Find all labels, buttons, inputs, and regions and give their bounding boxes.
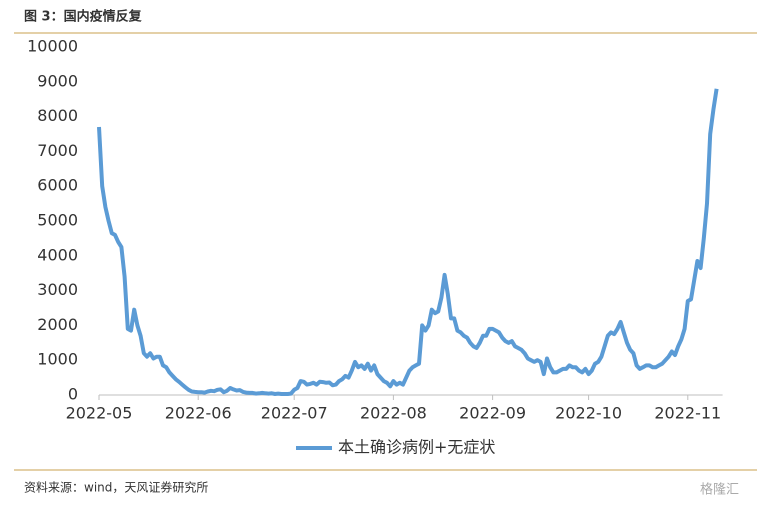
y-tick-label: 2000 xyxy=(37,315,78,334)
x-tick-label: 2022-08 xyxy=(360,404,427,423)
source: 资料来源：wind，天风证券研究所 xyxy=(24,480,208,495)
watermark: 格隆汇 xyxy=(700,482,739,498)
line-series xyxy=(97,88,719,396)
x-tick-label: 2022-11 xyxy=(654,404,721,423)
y-tick-label: 3000 xyxy=(37,280,78,299)
y-tick-label: 4000 xyxy=(37,245,78,264)
y-tick-label: 10000 xyxy=(27,37,78,56)
x-tick-label: 2022-09 xyxy=(459,404,526,423)
y-tick-label: 5000 xyxy=(37,211,78,230)
y-tick-label: 8000 xyxy=(37,106,78,125)
x-tick-label: 2022-05 xyxy=(66,404,133,423)
x-tick-label: 2022-07 xyxy=(261,404,328,423)
y-tick-label: 1000 xyxy=(37,350,78,369)
y-tick-label: 9000 xyxy=(37,71,78,90)
x-tick-label: 2022-10 xyxy=(555,404,622,423)
y-tick-label: 7000 xyxy=(37,141,78,160)
legend-label: 本土确诊病例+无症状 xyxy=(338,438,495,457)
y-tick-label: 6000 xyxy=(37,176,78,195)
y-tick-label: 0 xyxy=(68,385,78,404)
x-tick-label: 2022-06 xyxy=(165,404,232,423)
header: 图 3：国内疫情反复 xyxy=(24,9,143,25)
